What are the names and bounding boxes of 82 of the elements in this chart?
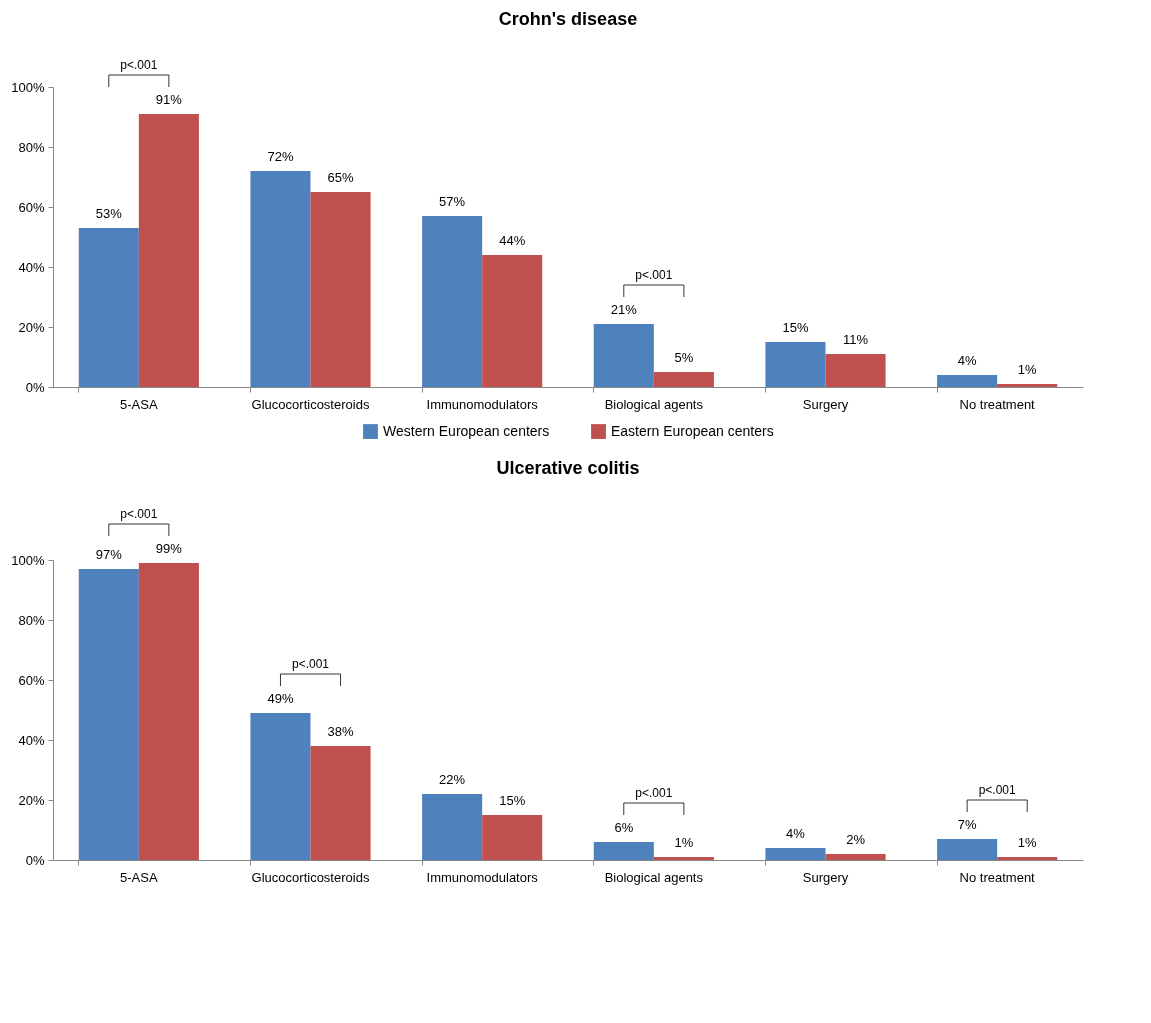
data-label: 44% bbox=[499, 233, 526, 248]
data-label: 65% bbox=[327, 170, 354, 185]
y-tick-label: 40% bbox=[18, 259, 45, 275]
annotation: p<.001 bbox=[635, 786, 673, 800]
y-tick-label: 80% bbox=[18, 612, 45, 628]
bar bbox=[593, 842, 654, 860]
text: p<.001 bbox=[120, 58, 158, 72]
x-tick-label: Biological agents bbox=[604, 396, 704, 412]
y-tick-label: 60% bbox=[18, 672, 45, 688]
bar bbox=[250, 171, 311, 387]
bar bbox=[765, 848, 826, 860]
bar bbox=[765, 342, 826, 387]
legend-label: Eastern European centers bbox=[611, 422, 774, 439]
chart-title: Ulcerative colitis bbox=[496, 458, 640, 478]
bar bbox=[310, 192, 371, 387]
bar bbox=[825, 854, 886, 860]
data-label: 22% bbox=[439, 772, 466, 787]
data-label: 2% bbox=[846, 832, 866, 847]
data-label: 11% bbox=[843, 332, 869, 347]
bar bbox=[593, 324, 654, 387]
x-tick-label: Glucocorticosteroids bbox=[251, 869, 370, 885]
y-tick-label: 80% bbox=[18, 139, 45, 155]
x-tick-label: No treatment bbox=[959, 869, 1036, 885]
y-tick-label: 60% bbox=[18, 199, 45, 215]
annotation: p<.001 bbox=[978, 783, 1017, 797]
bar bbox=[422, 216, 483, 387]
data-label: 53% bbox=[95, 206, 123, 221]
bar bbox=[997, 857, 1058, 860]
x-tick-label: 5-ASA bbox=[120, 396, 158, 412]
data-label: 1% bbox=[674, 835, 694, 850]
data-label: 15% bbox=[499, 793, 526, 808]
text: p<.001 bbox=[120, 507, 158, 521]
bar bbox=[825, 354, 886, 387]
x-tick-label: Biological agents bbox=[604, 869, 704, 885]
x-tick-label: No treatment bbox=[959, 396, 1036, 412]
bar bbox=[937, 375, 998, 387]
x-tick-label: Surgery bbox=[802, 869, 849, 885]
annotation: p<.001 bbox=[291, 657, 330, 671]
x-tick-label: Surgery bbox=[802, 396, 849, 412]
y-tick-label: 100% bbox=[11, 79, 45, 95]
bar bbox=[78, 228, 139, 387]
data-label: 5% bbox=[674, 350, 694, 365]
data-label: 97% bbox=[95, 547, 123, 562]
x-tick-label: Immunomodulators bbox=[426, 869, 539, 885]
bar bbox=[653, 857, 714, 860]
bar bbox=[653, 372, 714, 387]
data-label: 7% bbox=[957, 817, 977, 832]
data-label: 6% bbox=[614, 820, 634, 835]
bar bbox=[78, 569, 139, 860]
legend-label: Western European centers bbox=[383, 422, 550, 439]
y-tick-label: 20% bbox=[18, 319, 45, 335]
y-tick-label: 0% bbox=[25, 852, 45, 868]
bar bbox=[937, 839, 998, 860]
data-label: 72% bbox=[267, 149, 294, 164]
y-tick-label: 40% bbox=[18, 732, 45, 748]
annotation: p<.001 bbox=[635, 268, 673, 282]
data-label: 91% bbox=[155, 92, 183, 107]
y-tick-label: 100% bbox=[11, 552, 45, 568]
chart-title: Crohn's disease bbox=[498, 9, 638, 29]
data-label: 57% bbox=[439, 194, 466, 209]
bar bbox=[422, 794, 483, 860]
x-tick-label: 5-ASA bbox=[120, 869, 158, 885]
data-label: 4% bbox=[786, 826, 806, 841]
x-tick-label: Immunomodulators bbox=[426, 396, 539, 412]
data-label: 4% bbox=[957, 353, 977, 368]
data-label: 49% bbox=[267, 691, 294, 706]
bar bbox=[997, 384, 1058, 387]
bar bbox=[138, 114, 199, 387]
bar bbox=[250, 713, 311, 860]
data-label: 38% bbox=[327, 724, 354, 739]
x-tick-label: Glucocorticosteroids bbox=[251, 396, 370, 412]
bar bbox=[310, 746, 371, 860]
y-tick-label: 20% bbox=[18, 792, 45, 808]
bar bbox=[138, 563, 199, 860]
bar bbox=[482, 815, 543, 860]
y-tick-label: 0% bbox=[25, 379, 45, 395]
data-label: 1% bbox=[1017, 362, 1038, 377]
data-label: 99% bbox=[155, 541, 183, 556]
data-label: 21% bbox=[610, 302, 638, 317]
bar bbox=[482, 255, 543, 387]
data-label: 1% bbox=[1017, 835, 1038, 850]
data-label: 15% bbox=[782, 320, 809, 335]
